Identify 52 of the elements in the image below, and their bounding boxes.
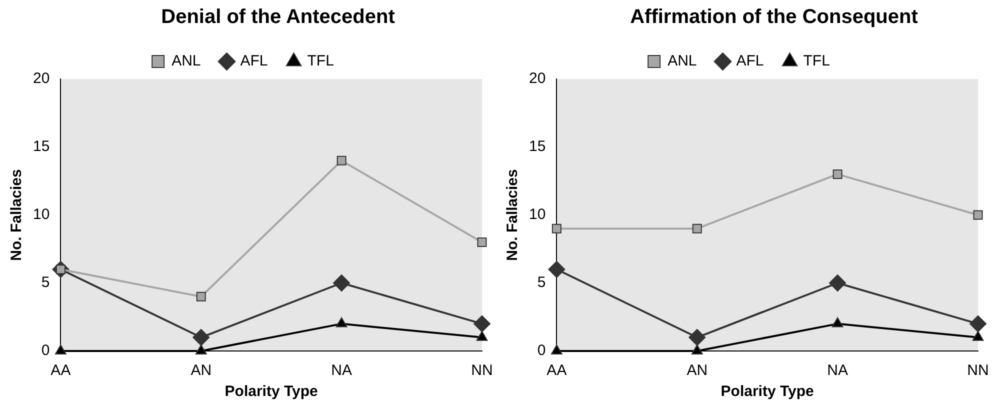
y-axis-title: No. Fallacies [504, 169, 522, 261]
y-tick-label: 10 [528, 206, 546, 224]
point [552, 224, 562, 234]
point [692, 224, 702, 234]
point [973, 210, 983, 220]
legend-label: ANL [668, 52, 697, 70]
legend-label: TFL [307, 52, 334, 70]
y-tick-label: 15 [528, 138, 546, 156]
y-tick-label: 20 [528, 70, 546, 88]
x-tick-label: AN [190, 362, 212, 380]
point [476, 330, 488, 341]
point [832, 169, 842, 179]
point [688, 328, 706, 346]
point [192, 328, 210, 346]
x-tick-label: AA [546, 362, 567, 380]
legend-label: AFL [736, 52, 764, 70]
x-tick-label: AN [686, 362, 708, 380]
point [691, 344, 703, 354]
x-axis-title: Polarity Type [720, 383, 814, 400]
point [829, 274, 846, 292]
x-tick-label: AA [50, 362, 71, 380]
point [196, 292, 206, 302]
chart-title: Affirmation of the Consequent [629, 5, 919, 30]
point [195, 344, 207, 354]
point [333, 274, 350, 292]
chart-title: Denial of the Antecedent [160, 5, 396, 30]
point [550, 344, 562, 354]
x-tick-label: NA [331, 362, 352, 380]
legend-label: ANL [172, 52, 201, 70]
y-tick-label: 0 [537, 342, 546, 360]
point [477, 237, 487, 247]
y-tick-label: 20 [32, 70, 50, 88]
legend-label: TFL [803, 52, 830, 70]
point [548, 260, 566, 278]
x-tick-label: NN [967, 362, 989, 380]
point [54, 344, 66, 354]
point [336, 317, 348, 328]
y-tick-label: 5 [41, 274, 50, 292]
y-axis-title: No. Fallacies [8, 169, 26, 261]
point [972, 330, 984, 341]
point [970, 315, 986, 332]
x-tick-label: NA [827, 362, 848, 380]
y-tick-label: 15 [32, 138, 50, 156]
y-tick-label: 0 [41, 342, 50, 360]
point [336, 156, 346, 166]
x-axis-title: Polarity Type [224, 383, 318, 400]
legend-label: AFL [240, 52, 268, 70]
point [474, 315, 490, 332]
point [832, 317, 844, 328]
x-tick-label: NN [471, 362, 493, 380]
y-tick-label: 10 [32, 206, 50, 224]
y-tick-label: 5 [537, 274, 546, 292]
